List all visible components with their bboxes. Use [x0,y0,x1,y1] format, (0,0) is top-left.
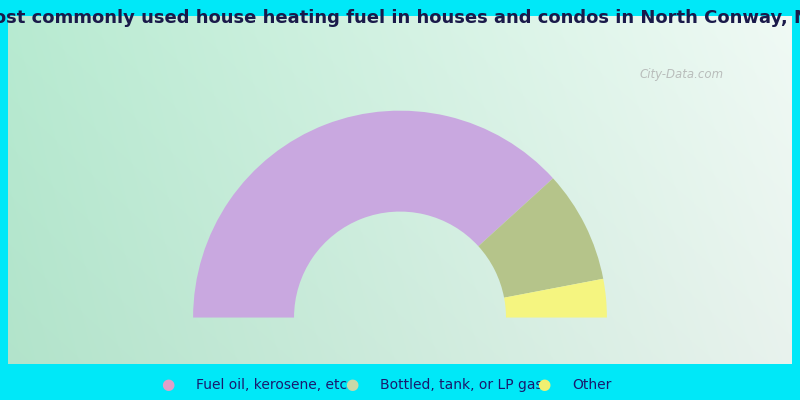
Text: Other: Other [572,378,611,392]
Text: ●: ● [538,377,550,392]
Text: Most commonly used house heating fuel in houses and condos in North Conway, NH: Most commonly used house heating fuel in… [0,9,800,27]
Text: Fuel oil, kerosene, etc.: Fuel oil, kerosene, etc. [196,378,351,392]
Wedge shape [504,279,607,318]
Wedge shape [193,111,553,318]
Text: City-Data.com: City-Data.com [640,68,724,81]
Text: ●: ● [346,377,358,392]
Text: Bottled, tank, or LP gas: Bottled, tank, or LP gas [380,378,542,392]
Text: ●: ● [162,377,174,392]
Wedge shape [478,178,603,298]
